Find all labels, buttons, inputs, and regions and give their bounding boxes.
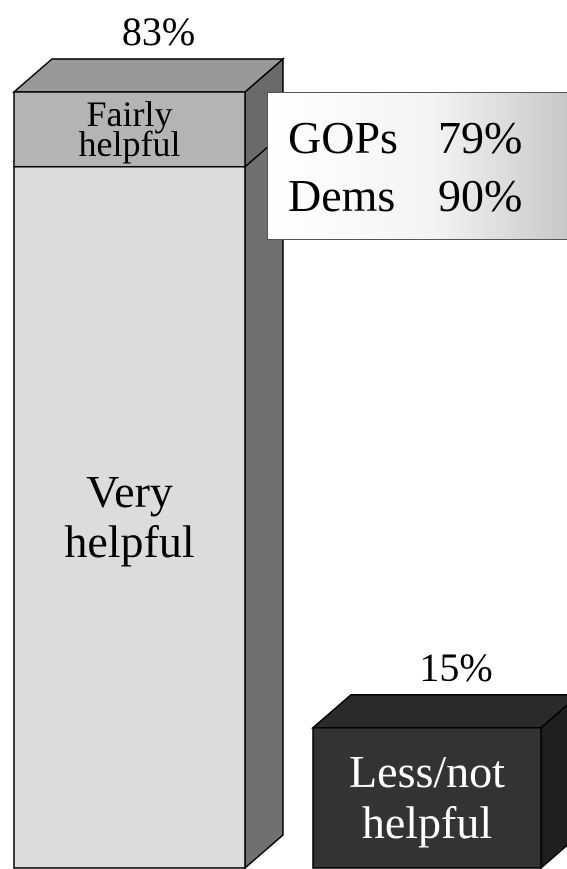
party-inset: GOPs 79% Dems 90% bbox=[267, 92, 567, 240]
bar-side bbox=[244, 132, 284, 869]
bar-segment bbox=[13, 166, 246, 869]
inset-name: Dems bbox=[288, 170, 396, 221]
inset-value: 90% bbox=[438, 170, 523, 221]
segment-label: Very helpful bbox=[64, 465, 195, 568]
total-label: 83% bbox=[121, 9, 196, 55]
inset-name: GOPs bbox=[288, 112, 398, 163]
segment-label: Fairly helpful bbox=[78, 93, 181, 165]
bar-top bbox=[11, 58, 286, 93]
inset-row: GOPs 79% bbox=[288, 109, 567, 167]
bar-top bbox=[310, 694, 567, 729]
bar-segment bbox=[13, 91, 246, 168]
total-label: 15% bbox=[419, 645, 493, 691]
inset-value: 79% bbox=[438, 112, 523, 163]
segment-label: Less/not helpful bbox=[349, 746, 505, 848]
bar-segment bbox=[312, 727, 542, 869]
inset-row: Dems 90% bbox=[288, 167, 567, 225]
